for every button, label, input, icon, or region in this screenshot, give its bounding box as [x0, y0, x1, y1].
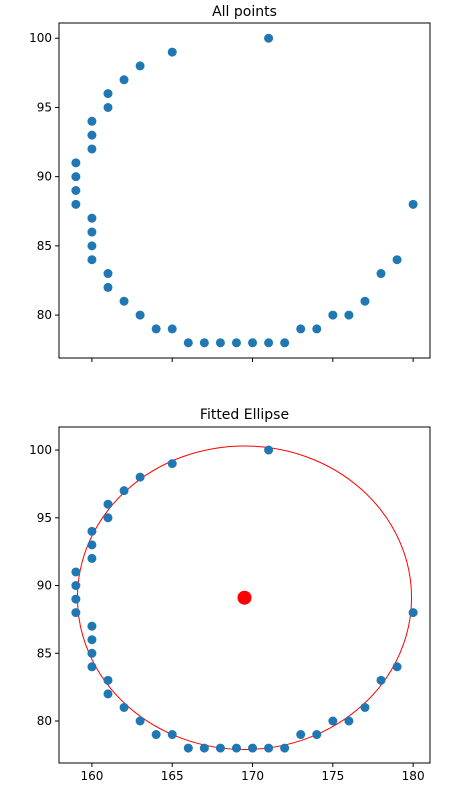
data-point [103, 513, 113, 523]
data-point [312, 324, 322, 334]
data-point [87, 116, 97, 126]
data-point [71, 158, 81, 168]
data-point [151, 730, 161, 740]
data-point [87, 553, 97, 563]
data-point [103, 269, 113, 279]
data-point [183, 338, 193, 348]
data-point [71, 594, 81, 604]
data-point [87, 241, 97, 251]
data-point [87, 621, 97, 631]
data-point [231, 743, 241, 753]
data-point [296, 324, 306, 334]
data-point [87, 144, 97, 154]
data-point [103, 689, 113, 699]
data-point [392, 662, 402, 672]
data-point [264, 743, 274, 753]
data-point [87, 130, 97, 140]
chart-title: Fitted Ellipse [200, 407, 289, 423]
x-tick-label: 165 [161, 769, 184, 783]
data-point [264, 338, 274, 348]
data-point [167, 730, 177, 740]
data-point [376, 675, 386, 685]
data-point [71, 567, 81, 577]
data-point [87, 648, 97, 658]
data-point [264, 33, 274, 43]
data-point [103, 102, 113, 112]
data-point [87, 662, 97, 672]
plot-frame [58, 22, 431, 359]
data-point [103, 675, 113, 685]
subplot-2: Fitted Ellipse 160 165 170 175 180 80 85 90 95 100 [29, 407, 431, 783]
data-point [151, 324, 161, 334]
y-tick-label: 80 [37, 308, 52, 322]
data-point [135, 716, 145, 726]
data-point [360, 702, 370, 712]
data-point [248, 743, 258, 753]
data-point [119, 702, 129, 712]
data-point [71, 581, 81, 591]
data-point [87, 526, 97, 536]
data-point [296, 730, 306, 740]
data-point [360, 296, 370, 306]
x-tick-label: 180 [402, 769, 425, 783]
plot-frame [58, 426, 431, 764]
data-point [71, 199, 81, 209]
y-tick-label: 100 [29, 31, 52, 45]
data-point [71, 186, 81, 195]
data-point [280, 743, 290, 753]
y-tick-label: 95 [37, 100, 52, 114]
chart-title: All points [212, 4, 277, 20]
data-point [87, 255, 97, 265]
data-point [344, 716, 354, 726]
data-point [87, 227, 97, 237]
data-point [103, 282, 113, 292]
data-point [87, 213, 97, 223]
data-point [392, 255, 402, 265]
data-point [199, 338, 209, 348]
data-point [312, 730, 322, 740]
data-point [167, 459, 177, 469]
x-tick-label: 170 [241, 769, 264, 783]
data-point [408, 199, 418, 209]
x-tick-label: 175 [321, 769, 344, 783]
data-point [183, 743, 193, 753]
data-point [344, 310, 354, 320]
data-point [199, 743, 209, 753]
y-tick-label: 85 [37, 239, 52, 253]
data-point [215, 743, 225, 753]
y-tick-label: 85 [37, 646, 52, 660]
data-point [119, 296, 129, 306]
data-point [135, 310, 145, 320]
data-point [280, 338, 290, 348]
data-point [215, 338, 225, 348]
data-point [103, 89, 113, 99]
y-tick-label: 90 [37, 170, 52, 184]
data-point [87, 635, 97, 645]
subplot-1: All points 80 85 90 95 100 [29, 4, 431, 362]
data-point [167, 324, 177, 334]
data-point [87, 540, 97, 550]
ellipse-center-marker [237, 590, 252, 605]
data-point [264, 445, 274, 455]
data-point [135, 472, 145, 482]
data-point [248, 338, 258, 348]
data-point [376, 269, 386, 279]
data-point [103, 499, 113, 509]
data-point [71, 172, 81, 182]
data-point [167, 47, 177, 57]
y-tick-label: 100 [29, 443, 52, 457]
y-tick-label: 80 [37, 714, 52, 728]
data-point [71, 608, 81, 618]
data-point [231, 338, 241, 348]
data-point [119, 75, 129, 85]
data-point [408, 608, 418, 618]
data-point [328, 310, 338, 320]
data-point [119, 486, 129, 496]
y-tick-label: 90 [37, 579, 52, 593]
x-tick-label: 160 [80, 769, 103, 783]
data-point [328, 716, 338, 726]
y-tick-label: 95 [37, 511, 52, 525]
data-point [135, 61, 145, 71]
